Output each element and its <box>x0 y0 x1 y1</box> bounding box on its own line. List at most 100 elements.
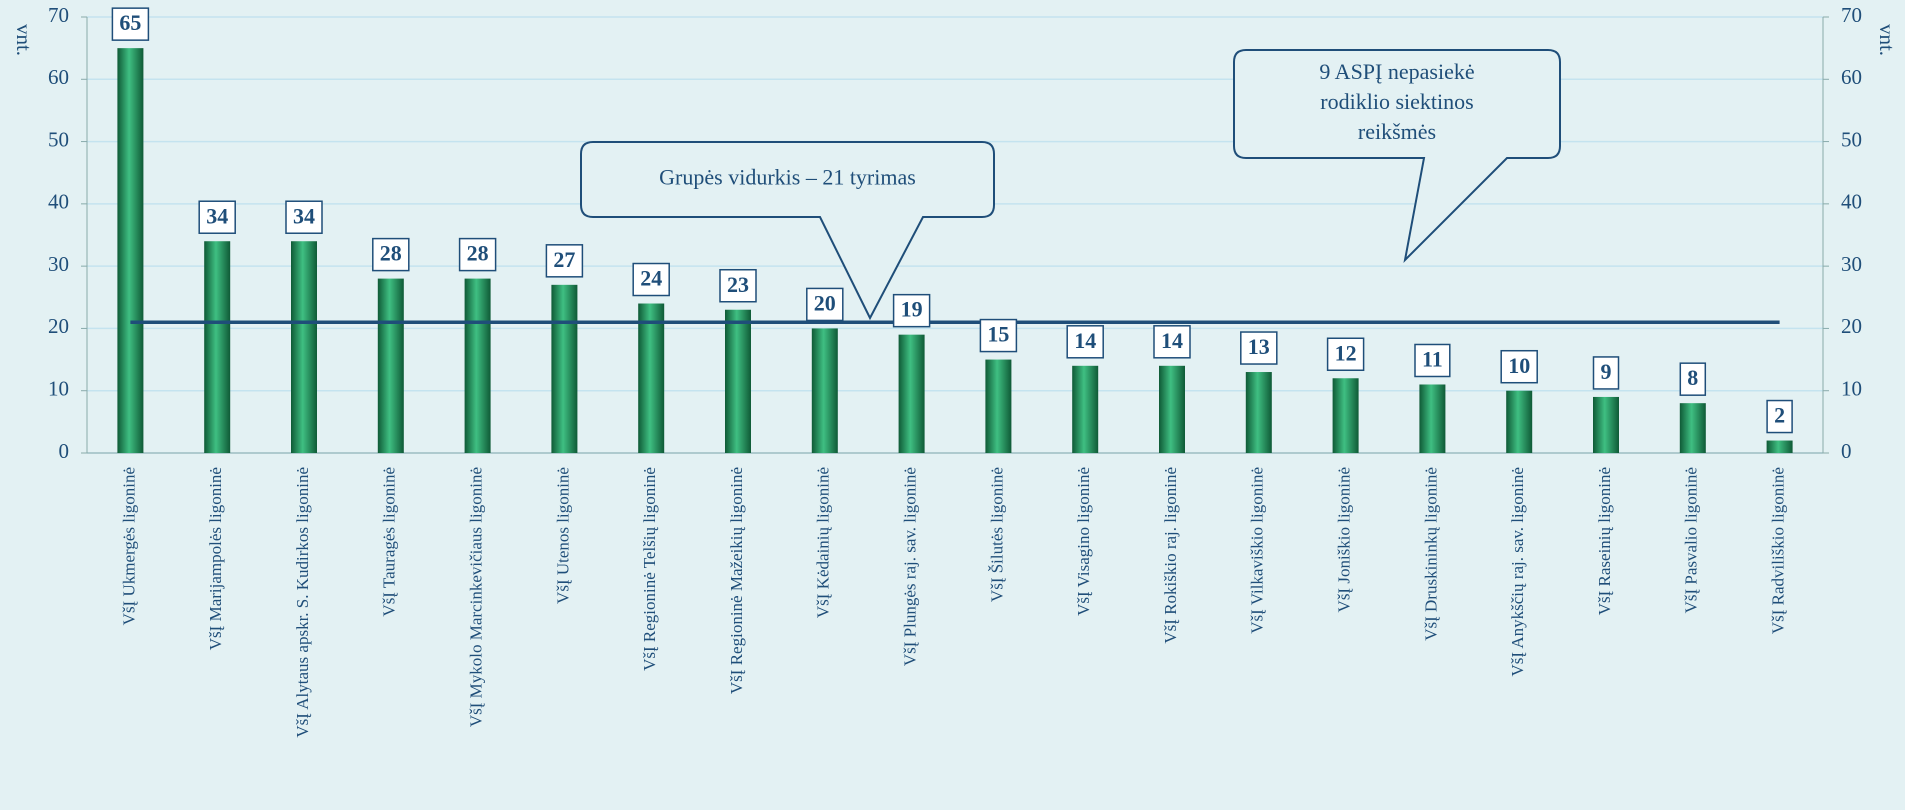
bar <box>1679 403 1706 453</box>
x-tick-label: VšĮ Šilutės ligoninė <box>987 467 1006 602</box>
value-label-box <box>111 7 150 41</box>
value-label: 34 <box>293 203 315 228</box>
value-label: 15 <box>987 322 1009 347</box>
x-tick-label: VšĮ Ukmergės ligoninė <box>119 467 138 625</box>
value-label: 12 <box>1335 340 1357 365</box>
x-tick-label: VšĮ Rokiškio raj. ligoninė <box>1161 467 1180 644</box>
value-label-box <box>285 200 323 234</box>
value-label: 20 <box>814 290 836 315</box>
value-label-box <box>1414 343 1451 378</box>
x-tick-label: VšĮ Utenos ligoninė <box>553 467 572 604</box>
y-tick-label: 0 <box>59 439 70 463</box>
y2-tick-label: 50 <box>1841 127 1862 151</box>
value-label: 2 <box>1774 403 1785 428</box>
x-tick-label: VšĮ Raseinių ligoninė <box>1595 467 1614 615</box>
callout <box>580 141 995 321</box>
y-tick-label: 30 <box>48 252 69 276</box>
value-label: 8 <box>1687 365 1698 390</box>
value-label: 14 <box>1074 328 1096 353</box>
y-axis-label: vnt. <box>12 24 36 56</box>
x-tick-label: VšĮ Tauragės ligoninė <box>380 467 399 617</box>
bar <box>811 328 838 453</box>
value-label-box <box>1592 356 1620 390</box>
value-label: 24 <box>640 266 662 291</box>
value-label: 28 <box>380 241 402 266</box>
x-tick-label: VšĮ Vilkaviškio ligoninė <box>1248 467 1267 634</box>
y-tick-label: 10 <box>48 377 69 401</box>
value-label-box <box>372 237 410 272</box>
y2-axis-label: vnt. <box>1875 24 1899 56</box>
y2-tick-label: 0 <box>1841 439 1852 463</box>
value-label-box <box>979 318 1018 353</box>
bar <box>551 284 578 453</box>
value-label: 19 <box>901 297 923 322</box>
value-label: 27 <box>553 247 575 272</box>
bar <box>898 334 925 453</box>
bar <box>1332 378 1359 453</box>
x-tick-label: VšĮ Anykščių raj. sav. ligoninė <box>1508 467 1527 676</box>
bar <box>1159 365 1185 453</box>
value-label: 13 <box>1248 334 1270 359</box>
x-tick-label: VšĮ Alytaus apskr. S. Kudirkos ligoninė <box>293 467 312 738</box>
bar <box>985 359 1012 453</box>
value-label-box <box>892 293 931 328</box>
x-tick-label: VšĮ Visagino ligoninė <box>1074 467 1093 616</box>
bar <box>1506 390 1533 453</box>
bar <box>725 309 751 453</box>
y2-tick-label: 60 <box>1841 65 1862 89</box>
x-tick-label: VšĮ Regioninė Telšių ligoninė <box>640 467 659 671</box>
x-tick-label: VšĮ Marijampolės ligoninė <box>206 467 225 650</box>
value-label-box <box>719 268 757 303</box>
value-label-box <box>1240 331 1278 365</box>
y2-tick-label: 20 <box>1841 314 1862 338</box>
value-label-box <box>1153 325 1191 359</box>
value-label-box <box>1500 349 1538 384</box>
bar <box>377 278 404 453</box>
bar <box>204 241 231 453</box>
value-label: 23 <box>727 272 749 297</box>
bar <box>291 241 317 453</box>
callout <box>1233 49 1561 263</box>
x-tick-label: VšĮ Joniškio ligoninė <box>1335 467 1354 612</box>
x-tick-label: VšĮ Pasvalio ligoninė <box>1682 467 1701 613</box>
x-tick-label: VšĮ Regioninė Mažeikių ligoninė <box>727 467 746 694</box>
value-label-box <box>458 237 497 272</box>
y2-tick-label: 70 <box>1841 3 1862 27</box>
y-tick-label: 40 <box>48 190 69 214</box>
value-label-box <box>806 287 844 322</box>
y2-tick-label: 30 <box>1841 252 1862 276</box>
value-label: 65 <box>119 10 141 35</box>
y2-tick-label: 10 <box>1841 377 1862 401</box>
annotation-text: reikšmės <box>1358 119 1436 144</box>
bar <box>1245 372 1272 453</box>
bar <box>117 48 144 454</box>
value-label-box <box>1679 362 1707 396</box>
bar <box>638 303 665 453</box>
value-label: 28 <box>467 241 489 266</box>
annotation-text: rodiklio siektinos <box>1320 89 1473 114</box>
value-label: 34 <box>206 203 228 228</box>
value-label: 14 <box>1161 328 1183 353</box>
bar <box>1766 440 1793 453</box>
annotation-text: Grupės vidurkis – 21 tyrimas <box>659 165 916 190</box>
y-tick-label: 20 <box>48 314 69 338</box>
y-tick-label: 60 <box>48 65 69 89</box>
y-tick-label: 50 <box>48 127 69 151</box>
bar <box>1593 396 1619 453</box>
y2-tick-label: 40 <box>1841 190 1862 214</box>
value-label-box <box>1326 337 1365 372</box>
bar <box>1072 365 1099 453</box>
bar <box>1419 384 1446 453</box>
value-label: 10 <box>1508 353 1530 378</box>
value-label-box <box>1766 399 1793 434</box>
value-label-box <box>198 200 236 234</box>
x-tick-label: VšĮ Druskininkų ligoninė <box>1421 467 1440 641</box>
value-label-box <box>1066 325 1104 359</box>
value-label-box <box>545 244 584 278</box>
annotation-text: 9 ASPĮ nepasiekė <box>1319 59 1474 84</box>
x-tick-label: VšĮ Radviliškio ligoninė <box>1769 467 1788 634</box>
y-tick-label: 70 <box>48 3 69 27</box>
value-label: 11 <box>1422 347 1443 372</box>
value-label: 9 <box>1601 359 1612 384</box>
